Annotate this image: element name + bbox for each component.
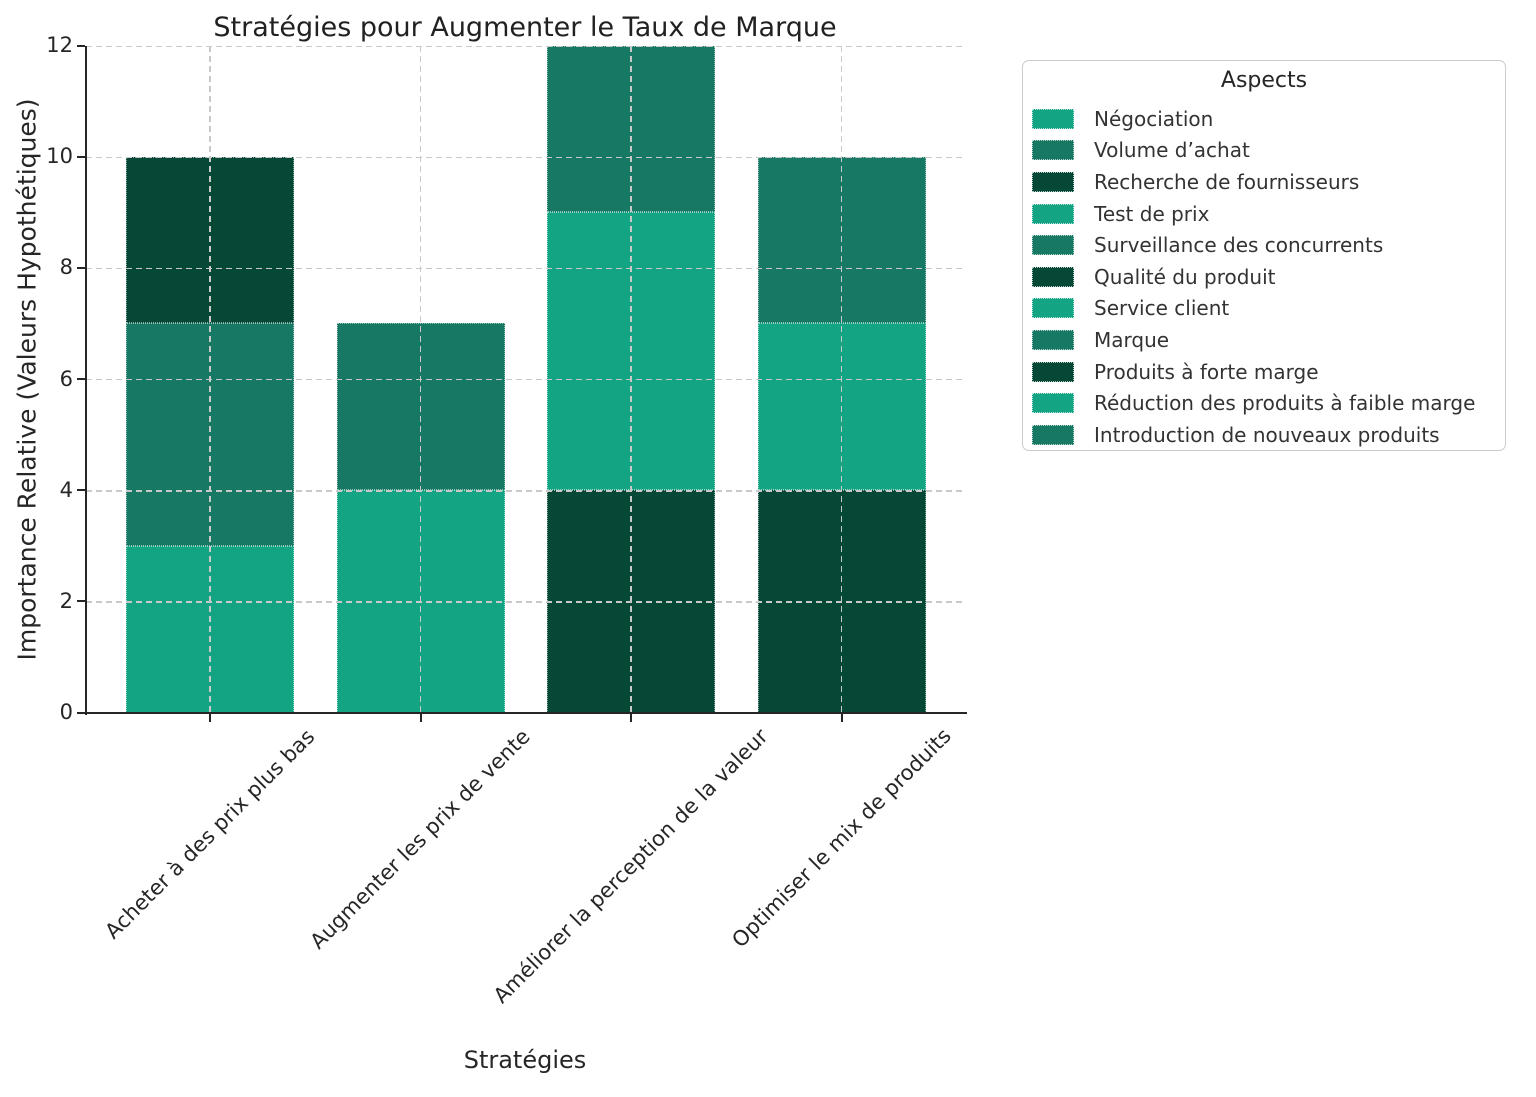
legend-label: Qualité du produit xyxy=(1094,264,1276,289)
legend-swatch xyxy=(1032,361,1074,382)
x-tick-label-augmenter-les-prix-de-vente: Augmenter les prix de vente xyxy=(305,723,536,954)
y-tick-mark xyxy=(76,266,85,269)
legend-label: Volume d’achat xyxy=(1094,138,1250,163)
legend-item-reduction-des-produits-a-faible-marge: Réduction des produits à faible marge xyxy=(1023,387,1505,419)
legend-swatch xyxy=(1032,298,1074,319)
legend-item-produits-a-forte-marge: Produits à forte marge xyxy=(1023,356,1505,388)
legend-label: Produits à forte marge xyxy=(1094,359,1319,384)
legend-swatch xyxy=(1032,393,1074,414)
x-tick-mark xyxy=(840,713,843,722)
legend-label: Introduction de nouveaux produits xyxy=(1094,422,1440,447)
y-tick-label: 6 xyxy=(59,366,73,391)
legend-item-surveillance-des-concurrents: Surveillance des concurrents xyxy=(1023,229,1505,261)
x-tick-mark xyxy=(209,713,211,722)
y-tick-label: 0 xyxy=(59,700,73,724)
legend-item-test-de-prix: Test de prix xyxy=(1023,198,1505,230)
legend-item-volume-d-achat: Volume d’achat xyxy=(1023,135,1505,167)
legend-swatch xyxy=(1032,329,1074,350)
chart-title: Stratégies pour Augmenter le Taux de Mar… xyxy=(213,12,837,43)
legend-label: Surveillance des concurrents xyxy=(1094,233,1384,258)
legend-item-qualite-du-produit: Qualité du produit xyxy=(1023,261,1505,293)
x-tick-mark xyxy=(419,713,422,722)
legend-items: Négociation Volume d’achat Recherche de fo… xyxy=(1023,103,1505,451)
y-tick-label: 2 xyxy=(59,588,73,613)
legend-item-introduction-de-nouveaux-produits: Introduction de nouveaux produits xyxy=(1023,419,1505,451)
y-tick-label: 8 xyxy=(59,255,73,280)
legend-swatch xyxy=(1032,108,1074,129)
y-tick-mark xyxy=(76,600,85,603)
legend-item-recherche-de-fournisseurs: Recherche de fournisseurs xyxy=(1023,166,1505,198)
y-tick-mark xyxy=(76,378,85,380)
legend-label: Test de prix xyxy=(1094,201,1210,226)
legend-swatch xyxy=(1032,424,1074,445)
x-axis-spine xyxy=(84,711,967,714)
x-tick-mark xyxy=(630,713,632,722)
y-tick-mark xyxy=(76,44,85,47)
legend-swatch xyxy=(1032,266,1074,287)
ticks-layer xyxy=(76,44,966,722)
legend-label: Service client xyxy=(1094,296,1230,321)
legend-label: Marque xyxy=(1094,327,1170,352)
legend-swatch xyxy=(1032,203,1074,224)
legend-swatch xyxy=(1032,235,1074,256)
y-tick-mark xyxy=(76,489,85,492)
x-axis-label: Stratégies xyxy=(463,1046,587,1074)
y-tick-label: 12 xyxy=(46,33,73,57)
legend-label: Négociation xyxy=(1094,106,1214,131)
legend-swatch xyxy=(1032,171,1074,192)
legend-item-service-client: Service client xyxy=(1023,293,1505,325)
legend-label: Réduction des produits à faible marge xyxy=(1094,391,1476,416)
x-tick-label-ameliorer-la-perception-de-la-valeur: Améliorer la perception de la valeur xyxy=(489,723,773,1008)
y-tick-mark xyxy=(76,155,85,158)
y-tick-mark xyxy=(76,711,85,714)
legend-title: Aspects xyxy=(1220,68,1308,93)
y-tick-label: 4 xyxy=(59,477,73,502)
legend-item-negociation: Négociation xyxy=(1023,103,1505,135)
plot-area xyxy=(76,44,967,722)
legend-item-marque: Marque xyxy=(1023,324,1505,356)
legend-label: Recherche de fournisseurs xyxy=(1094,169,1360,194)
legend: Aspects Négociation Volume d’achat Recherc… xyxy=(1022,60,1506,451)
x-tick-label-optimiser-le-mix-de-produits: Optimiser le mix de produits xyxy=(727,723,956,953)
legend-swatch xyxy=(1032,140,1074,161)
x-tick-label-acheter-a-des-prix-plus-bas: Acheter à des prix plus bas xyxy=(100,723,320,944)
y-tick-label: 10 xyxy=(46,144,73,169)
